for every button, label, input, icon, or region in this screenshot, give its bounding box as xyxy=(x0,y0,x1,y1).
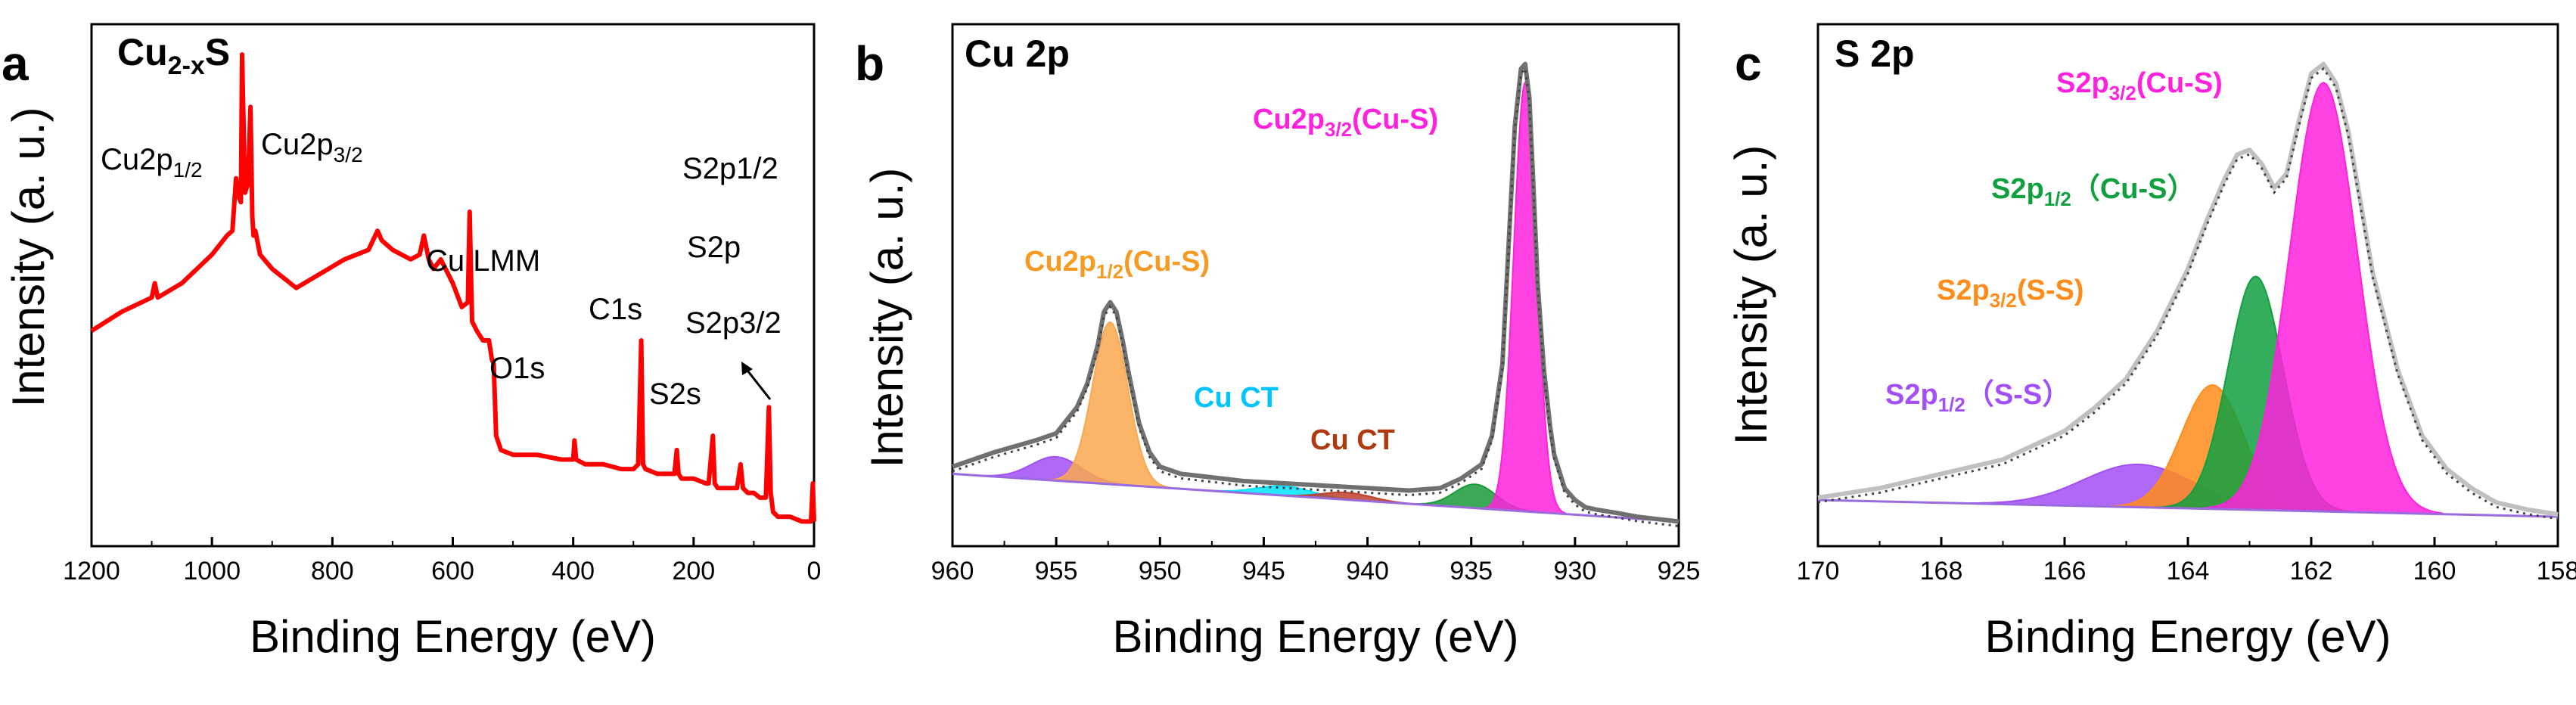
x-tick-label: 400 xyxy=(552,557,595,585)
x-tick-label: 0 xyxy=(807,557,822,585)
arrowhead-s2p32 xyxy=(741,362,753,375)
label-c-s2p12-cus: S2p1/2（Cu-S） xyxy=(1991,173,2196,210)
x-tick-label: 925 xyxy=(1658,557,1701,585)
x-axis-title: Binding Energy (eV) xyxy=(1985,611,2391,662)
label-b-cu2p12: Cu2p1/2(Cu-S) xyxy=(1024,246,1210,283)
label-c1s: C1s xyxy=(589,293,642,326)
panel-b-plot: 960 955 950 945 940 935 930 925 Binding Energy (… xyxy=(862,23,1701,662)
survey-spectrum-line xyxy=(90,52,816,524)
x-tick-label: 800 xyxy=(311,557,354,585)
x-tick-label: 166 xyxy=(2043,557,2087,585)
panel-b-letter: b xyxy=(855,36,884,91)
label-o1s: O1s xyxy=(489,352,545,385)
panel-b-annotations: Cu2p3/2(Cu-S) Cu2p1/2(Cu-S) Cu CT Cu CT xyxy=(1024,104,1438,456)
x-tick-label: 170 xyxy=(1797,557,1840,585)
panel-c-plot: 170 168 166 164 162 160 158 Binding Energy (eV)… xyxy=(1726,23,2576,662)
panel-a-annotations: Cu2p1/2 Cu2p3/2 Cu LMM O1s C1s S2s S2p1/… xyxy=(101,128,782,411)
raw-data-dots xyxy=(1817,67,2559,520)
label-c-s2p32-cus: S2p3/2(Cu-S) xyxy=(2056,67,2223,104)
panel-b-title: Cu 2p xyxy=(965,33,1070,75)
y-axis-title: Intensity (a. u.) xyxy=(3,107,54,408)
label-c-s2p32-ss: S2p3/2(S-S) xyxy=(1937,275,2084,312)
x-tick-label: 940 xyxy=(1346,557,1389,585)
x-tick-label: 1000 xyxy=(183,557,241,585)
background-line xyxy=(952,472,1680,523)
panel-c-letter: c xyxy=(1735,36,1762,91)
envelope-line xyxy=(952,61,1680,524)
x-tick-label: 950 xyxy=(1139,557,1182,585)
label-cu2p12: Cu2p1/2 xyxy=(101,143,203,182)
x-tick-label: 162 xyxy=(2290,557,2333,585)
label-s2p: S2p xyxy=(687,231,741,264)
x-tick-label: 158 xyxy=(2537,557,2576,585)
panel-c-annotations: S2p3/2(Cu-S) S2p1/2（Cu-S） S2p3/2(S-S) S2… xyxy=(1885,67,2223,416)
label-s2p32: S2p3/2 xyxy=(685,306,782,340)
x-tick-label: 955 xyxy=(1035,557,1078,585)
x-tick-label: 168 xyxy=(1920,557,1963,585)
label-s2s: S2s xyxy=(649,377,701,411)
panel-a: a 1200 1000 800 600 400 200 0 Binding Energy (e… xyxy=(2,23,822,662)
label-b-cu2p32: Cu2p3/2(Cu-S) xyxy=(1253,104,1438,141)
y-axis-title: Intensity (a. u.) xyxy=(862,168,912,468)
label-s2p12: S2p1/2 xyxy=(682,152,778,185)
x-tick-label: 1200 xyxy=(63,557,120,585)
x-tick-label: 160 xyxy=(2413,557,2456,585)
x-tick-label: 945 xyxy=(1242,557,1285,585)
label-cu-lmm: Cu LMM xyxy=(426,244,540,278)
label-b-cu-ct-cyan: Cu CT xyxy=(1194,382,1279,414)
panel-b: b 960 955 950 945 940 935 930 925 Binding Energy… xyxy=(855,23,1701,662)
panel-a-title: Cu2-xS xyxy=(117,31,230,80)
panel-c: c 170 168 166 164 162 160 158 Binding Energy (e… xyxy=(1726,23,2576,662)
arrow-s2p32 xyxy=(744,367,772,400)
x-tick-label: 960 xyxy=(931,557,974,585)
panel-a-plot: 1200 1000 800 600 400 200 0 Binding Energy (eV)… xyxy=(3,23,822,662)
background-line xyxy=(1817,498,2559,518)
label-b-cu-ct-brown: Cu CT xyxy=(1310,424,1395,456)
x-tick-label: 930 xyxy=(1553,557,1596,585)
y-axis-title: Intensity (a. u.) xyxy=(1726,145,1776,446)
x-tick-label: 600 xyxy=(431,557,474,585)
x-tick-label: 935 xyxy=(1450,557,1493,585)
label-cu2p32: Cu2p3/2 xyxy=(261,128,363,166)
x-axis-title: Binding Energy (eV) xyxy=(250,611,656,662)
raw-data-dots xyxy=(952,66,1680,527)
x-tick-label: 200 xyxy=(672,557,715,585)
panel-c-title: S 2p xyxy=(1835,33,1915,75)
x-tick-label: 164 xyxy=(2167,557,2210,585)
panel-a-letter: a xyxy=(2,36,29,91)
envelope-line xyxy=(1817,61,2559,517)
label-c-s2p12-ss: S2p1/2（S-S） xyxy=(1885,379,2071,416)
x-axis-title: Binding Energy (eV) xyxy=(1113,611,1519,662)
